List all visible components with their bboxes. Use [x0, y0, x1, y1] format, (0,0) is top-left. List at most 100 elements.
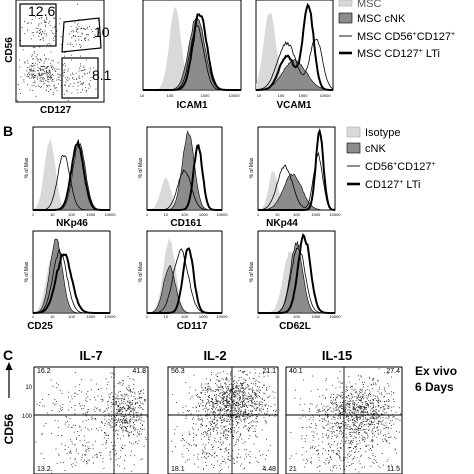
tick-label: 1000 [299, 93, 309, 98]
panel-c: C CD56 IL-7 16.2 41.8 13.2 10 100 IL-2 5… [2, 347, 457, 474]
tick-labels: 1 10 100 1000 10000 [32, 314, 116, 319]
legend-label: cNK [365, 143, 386, 155]
x-axis-label: CD62L [279, 321, 311, 332]
histogram-curves [143, 6, 241, 91]
legend-label: MSC cNK [357, 13, 406, 25]
arrow-up-icon [5, 362, 13, 370]
tick-label: 10 [140, 93, 145, 98]
gate-value: 12.6 [28, 3, 55, 19]
histogram-curves [147, 130, 222, 211]
histogram-nkp44: % of Max 1 10 100 1000 10000 NKp44 [249, 126, 341, 229]
gate-value: 8.1 [92, 67, 112, 83]
legend-label: MSC [357, 0, 382, 10]
tick-label: 100 [22, 414, 33, 420]
histogram-nkp46: % of Max 1 10 100 1000 10000 NKp46 [24, 126, 116, 229]
quadrant-value: 40.1 [289, 368, 303, 375]
plot-title: IL-2 [203, 348, 226, 363]
y-axis-label: CD56 [2, 413, 16, 444]
tick-label: 100 [68, 212, 75, 217]
tick-label: 10 [50, 212, 55, 217]
tick-label: 10 [50, 314, 55, 319]
gate-cd56-high [19, 3, 57, 47]
histogram-cd161: % of Max 1 10 100 1000 10000 CD161 [138, 126, 228, 229]
tick-label: 100 [181, 314, 188, 319]
tick-label: 10 [257, 93, 262, 98]
tick-label: 100 [68, 314, 75, 319]
quadrant-value: 27.4 [386, 368, 400, 375]
panel-b: B % of Max 1 10 100 1000 10000 NKp46 % of Ma… [3, 123, 436, 332]
tick-label: 100 [293, 314, 300, 319]
tick-label: 10000 [329, 314, 341, 319]
tick-label: 100 [167, 93, 174, 98]
plot-points [171, 368, 277, 473]
legend-swatch-cnk [346, 142, 361, 154]
x-axis-label: CD117 [177, 321, 208, 332]
gate-value: 10 [94, 24, 110, 40]
y-axis-label: % of Max [249, 261, 255, 282]
tick-labels: 1 10 100 1000 10000 [257, 314, 341, 319]
tick-label: 10 [164, 212, 169, 217]
tick-label: 10000 [329, 212, 341, 217]
tick-labels: 1 10 100 1000 10000 [146, 314, 228, 319]
legend-swatch-msc [338, 0, 353, 7]
plot-title: IL-15 [322, 348, 352, 363]
tick-label: 1 [32, 314, 35, 319]
legend-b: Isotype cNK CD56+CD127+ CD127+ LTi [346, 126, 436, 191]
x-axis-label: CD127 [40, 105, 72, 116]
legend-label: CD56+CD127+ [365, 161, 436, 173]
legend-label: CD127+ LTi [365, 179, 420, 191]
side-label-ex-vivo: Ex vivo [415, 364, 457, 378]
side-label-days: 6 Days [415, 380, 454, 394]
x-axis-label: ICAM1 [176, 100, 208, 111]
gate-cd127-positive [61, 57, 99, 99]
legend-label: Isotype [365, 127, 400, 139]
quadrant-value: 18.1 [171, 466, 185, 473]
tick-label: 1 [146, 314, 149, 319]
tick-label: 10000 [228, 93, 240, 98]
flow-plot-il7: IL-7 16.2 41.8 13.2 10 100 [22, 348, 149, 474]
x-axis-label: CD161 [170, 218, 202, 229]
tick-label: 10000 [319, 93, 331, 98]
legend-label: MSC CD56+CD127+ [357, 31, 455, 43]
legend-label: MSC CD127+ LTi [357, 48, 440, 60]
quadrant-value: 13.2 [37, 466, 51, 473]
panel-a: 12.6 10 8.1 CD56 CD127 10 100 1000 10000… [4, 0, 455, 116]
x-axis-label: NKp46 [56, 218, 88, 229]
tick-label: 100 [278, 93, 285, 98]
tick-label: 1 [146, 212, 149, 217]
tick-label: 10 [164, 314, 169, 319]
y-axis-label: % of Max [138, 261, 144, 282]
tick-label: 1 [257, 212, 260, 217]
tick-label: 10 [275, 212, 280, 217]
x-axis-label: CD25 [27, 321, 53, 332]
tick-label: 1000 [86, 212, 96, 217]
tick-label: 1000 [199, 212, 209, 217]
tick-labels: 1 10 100 1000 10000 [257, 212, 341, 217]
x-axis-label: VCAM1 [276, 100, 311, 111]
plot-points [35, 371, 148, 474]
legend-swatch-isotype [346, 126, 361, 138]
tick-label: 10000 [216, 314, 228, 319]
histogram-curves [33, 137, 110, 211]
tick-label: 10 [275, 314, 280, 319]
histogram-curves [146, 237, 222, 314]
legend-a: MSC MSC cNK MSC CD56+CD127+ MSC CD127+ L… [338, 0, 455, 60]
histogram-cd62l: % of Max 1 10 100 1000 10000 CD62L [249, 230, 341, 332]
histogram-curves [258, 128, 336, 211]
histogram-curves [32, 238, 110, 314]
tick-labels: 1 10 100 1000 10000 [32, 212, 116, 217]
tick-label: 10000 [104, 314, 116, 319]
y-axis-label: % of Max [138, 157, 144, 178]
tick-label: 100 [181, 212, 188, 217]
tick-label: 1000 [311, 314, 321, 319]
tick-label: 1000 [86, 314, 96, 319]
y-axis-label: CD56 [4, 37, 15, 63]
tick-label: 1000 [311, 212, 321, 217]
flow-plot-il15: IL-15 40.1 27.4 21 11.5 [285, 348, 403, 474]
panel-letter-b: B [3, 123, 13, 139]
histogram-curves [258, 233, 335, 314]
quadrant-value: 21.1 [262, 368, 276, 375]
flow-plot-il2: IL-2 56.3 21.1 18.1 4.48 [167, 348, 279, 474]
legend-swatch-msc-cnk [338, 12, 353, 24]
